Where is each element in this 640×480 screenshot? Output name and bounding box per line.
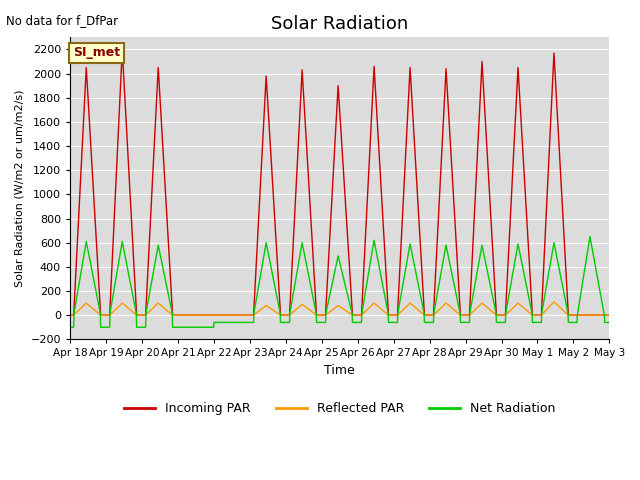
- Y-axis label: Solar Radiation (W/m2 or um/m2/s): Solar Radiation (W/m2 or um/m2/s): [15, 90, 25, 287]
- Text: SI_met: SI_met: [73, 47, 120, 60]
- Legend: Incoming PAR, Reflected PAR, Net Radiation: Incoming PAR, Reflected PAR, Net Radiati…: [118, 397, 561, 420]
- Title: Solar Radiation: Solar Radiation: [271, 15, 408, 33]
- X-axis label: Time: Time: [324, 364, 355, 377]
- Text: No data for f_DfPar: No data for f_DfPar: [6, 14, 118, 27]
